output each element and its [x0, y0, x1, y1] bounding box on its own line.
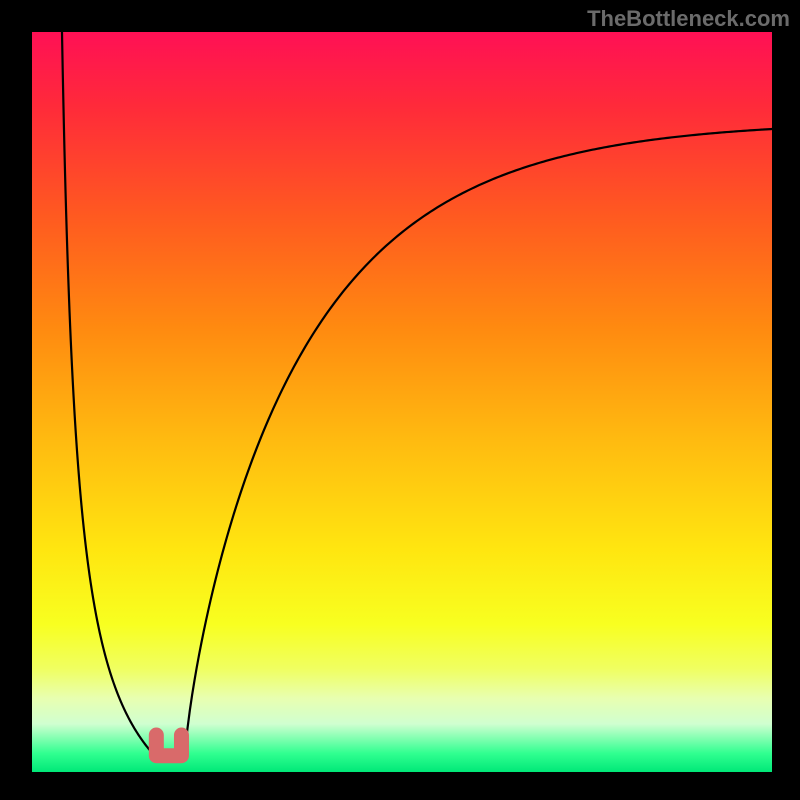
plot-svg — [32, 32, 772, 772]
gradient-background — [32, 32, 772, 772]
plot-area — [32, 32, 772, 772]
watermark-text: TheBottleneck.com — [587, 6, 790, 32]
chart-frame: TheBottleneck.com — [0, 0, 800, 800]
